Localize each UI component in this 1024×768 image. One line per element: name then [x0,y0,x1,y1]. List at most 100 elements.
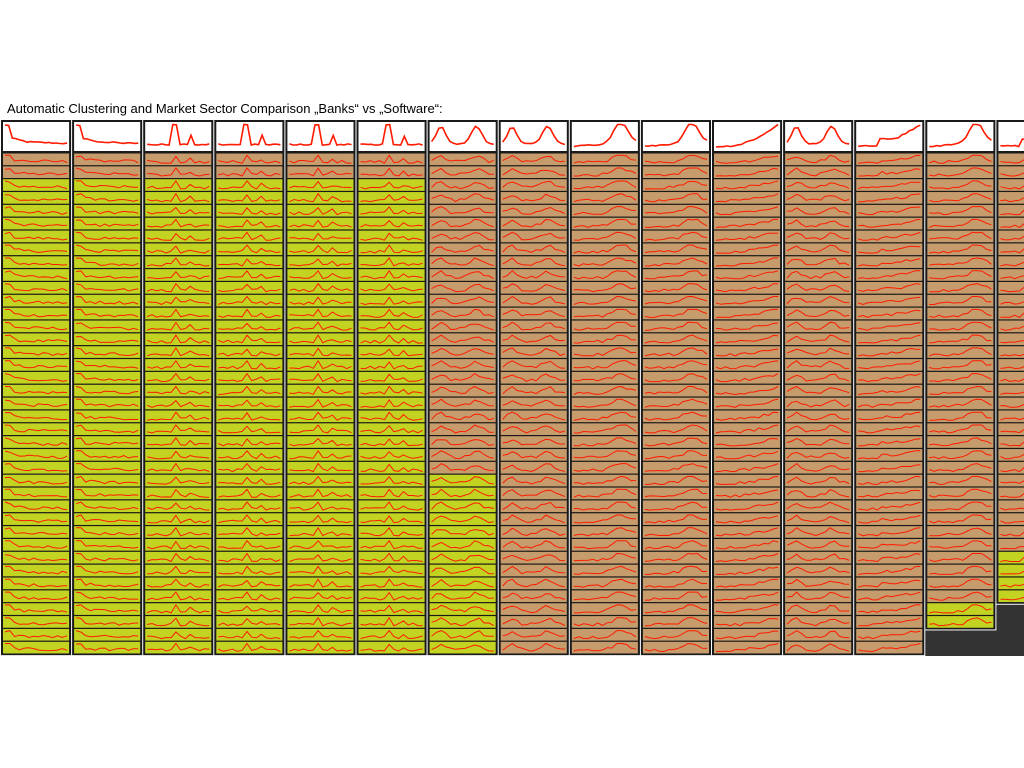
software-row [856,333,923,346]
software-row [642,320,709,333]
member-sparkline [929,424,992,434]
cluster-centroid-line [858,124,921,148]
member-sparkline [786,617,850,627]
software-row [429,461,496,474]
member-sparkline [929,463,992,473]
banks-row [74,230,141,243]
software-row [927,294,994,307]
software-row [714,397,781,410]
software-row [642,397,709,410]
software-row [998,282,1024,294]
member-sparkline [360,411,423,421]
software-row [642,436,709,448]
member-sparkline [502,514,566,524]
banks-row [3,449,70,461]
member-sparkline [76,308,139,318]
member-sparkline [431,411,494,421]
member-sparkline [289,296,352,306]
software-row [785,513,852,525]
member-sparkline [715,553,779,563]
member-sparkline [502,231,565,241]
banks-row [358,371,425,384]
software-row [642,192,709,204]
software-row [714,436,781,448]
software-row [785,346,852,358]
member-sparkline [76,360,139,369]
software-row [714,474,781,487]
member-sparkline [644,604,708,614]
banks-row [74,282,141,294]
member-sparkline [218,334,281,344]
member-sparkline [76,335,139,343]
member-sparkline [147,346,210,357]
member-sparkline [218,194,281,202]
software-row [785,294,852,307]
software-row [571,474,638,487]
member-sparkline [858,450,921,460]
member-sparkline [715,617,779,627]
software-row [714,217,781,230]
banks-row [3,628,70,641]
software-row [927,423,994,435]
member-sparkline [147,321,210,331]
software-row [785,204,852,217]
member-sparkline [1000,417,1024,421]
software-row [500,307,567,320]
banks-row [3,256,70,268]
member-sparkline [715,604,779,614]
member-sparkline [786,514,850,524]
member-sparkline [218,617,281,627]
software-row [429,179,496,191]
member-sparkline [218,630,281,640]
member-sparkline [715,463,779,473]
member-sparkline [644,206,708,215]
member-sparkline [858,489,921,498]
banks-row [74,307,141,320]
banks-row [145,423,212,435]
member-sparkline [644,270,708,280]
member-sparkline [715,475,779,485]
member-sparkline [787,207,850,215]
member-sparkline [147,270,210,280]
member-sparkline [360,321,423,331]
member-sparkline [431,488,494,498]
software-row [500,243,567,256]
member-sparkline [431,206,494,215]
member-sparkline [76,488,139,497]
member-sparkline [786,360,850,369]
software-row [145,166,212,178]
software-row [571,294,638,307]
member-sparkline [502,438,565,446]
software-row [785,371,852,384]
software-row [571,461,638,474]
member-sparkline [786,489,850,498]
member-sparkline [360,269,423,280]
member-sparkline [218,180,281,190]
banks-row [358,487,425,500]
member-sparkline [858,283,921,292]
software-row [998,384,1024,397]
member-sparkline [786,501,850,511]
software-row [642,500,709,513]
software-row [998,423,1024,435]
member-sparkline [4,194,68,202]
software-row [998,474,1024,487]
banks-row [429,474,496,487]
banks-row [998,551,1024,564]
member-sparkline [502,244,566,253]
software-row [571,641,638,654]
software-row [856,603,923,615]
software-row [429,384,496,397]
banks-row [3,564,70,577]
member-sparkline [360,604,423,614]
software-row [3,166,70,178]
member-sparkline [218,399,281,408]
member-sparkline [786,553,850,561]
software-row [571,230,638,243]
banks-row [145,628,212,641]
member-sparkline [573,231,637,241]
member-sparkline [289,258,352,267]
software-row [3,153,70,166]
banks-row [287,590,354,603]
software-row [998,204,1024,217]
